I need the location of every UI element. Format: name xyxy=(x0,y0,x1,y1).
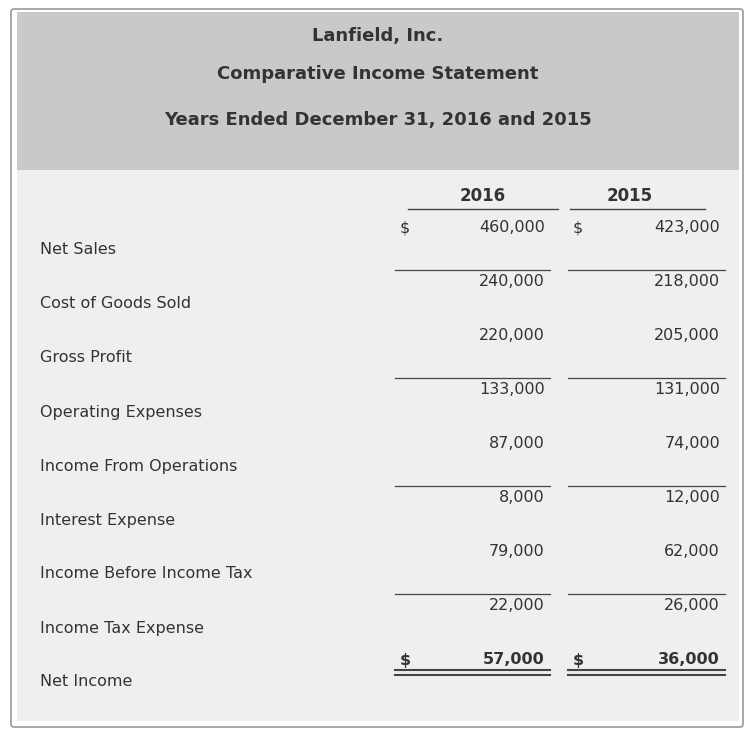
Text: 57,000: 57,000 xyxy=(483,653,545,668)
Text: Income From Operations: Income From Operations xyxy=(40,459,237,473)
Text: Cost of Goods Sold: Cost of Goods Sold xyxy=(40,297,191,311)
Text: Comparative Income Statement: Comparative Income Statement xyxy=(217,65,538,83)
Text: 423,000: 423,000 xyxy=(655,221,720,236)
Text: 12,000: 12,000 xyxy=(664,490,720,506)
Text: 240,000: 240,000 xyxy=(479,275,545,289)
Text: 22,000: 22,000 xyxy=(489,598,545,614)
Text: 220,000: 220,000 xyxy=(479,328,545,344)
Text: 74,000: 74,000 xyxy=(664,436,720,451)
Text: 79,000: 79,000 xyxy=(489,545,545,559)
Text: 205,000: 205,000 xyxy=(654,328,720,344)
Text: $: $ xyxy=(400,221,410,236)
Text: 460,000: 460,000 xyxy=(479,221,545,236)
Bar xyxy=(17,12,739,170)
Text: $: $ xyxy=(573,653,584,668)
Text: 2016: 2016 xyxy=(460,187,506,205)
Text: Interest Expense: Interest Expense xyxy=(40,512,175,528)
Text: 8,000: 8,000 xyxy=(499,490,545,506)
Text: Net Income: Net Income xyxy=(40,674,132,690)
Text: Lanfield, Inc.: Lanfield, Inc. xyxy=(313,27,444,45)
Text: 218,000: 218,000 xyxy=(654,275,720,289)
Text: 62,000: 62,000 xyxy=(664,545,720,559)
Text: 2015: 2015 xyxy=(607,187,653,205)
Text: 131,000: 131,000 xyxy=(654,383,720,397)
Text: 26,000: 26,000 xyxy=(664,598,720,614)
Text: Operating Expenses: Operating Expenses xyxy=(40,405,202,420)
Text: Gross Profit: Gross Profit xyxy=(40,350,132,366)
Text: Years Ended December 31, 2016 and 2015: Years Ended December 31, 2016 and 2015 xyxy=(164,111,592,129)
Text: Net Sales: Net Sales xyxy=(40,242,116,258)
Text: 133,000: 133,000 xyxy=(479,383,545,397)
Text: 87,000: 87,000 xyxy=(489,436,545,451)
Bar xyxy=(17,170,739,721)
Text: $: $ xyxy=(400,653,411,668)
Text: 36,000: 36,000 xyxy=(658,653,720,668)
Text: Income Before Income Tax: Income Before Income Tax xyxy=(40,567,252,581)
FancyBboxPatch shape xyxy=(11,9,743,727)
Text: Income Tax Expense: Income Tax Expense xyxy=(40,620,204,635)
Text: $: $ xyxy=(573,221,584,236)
